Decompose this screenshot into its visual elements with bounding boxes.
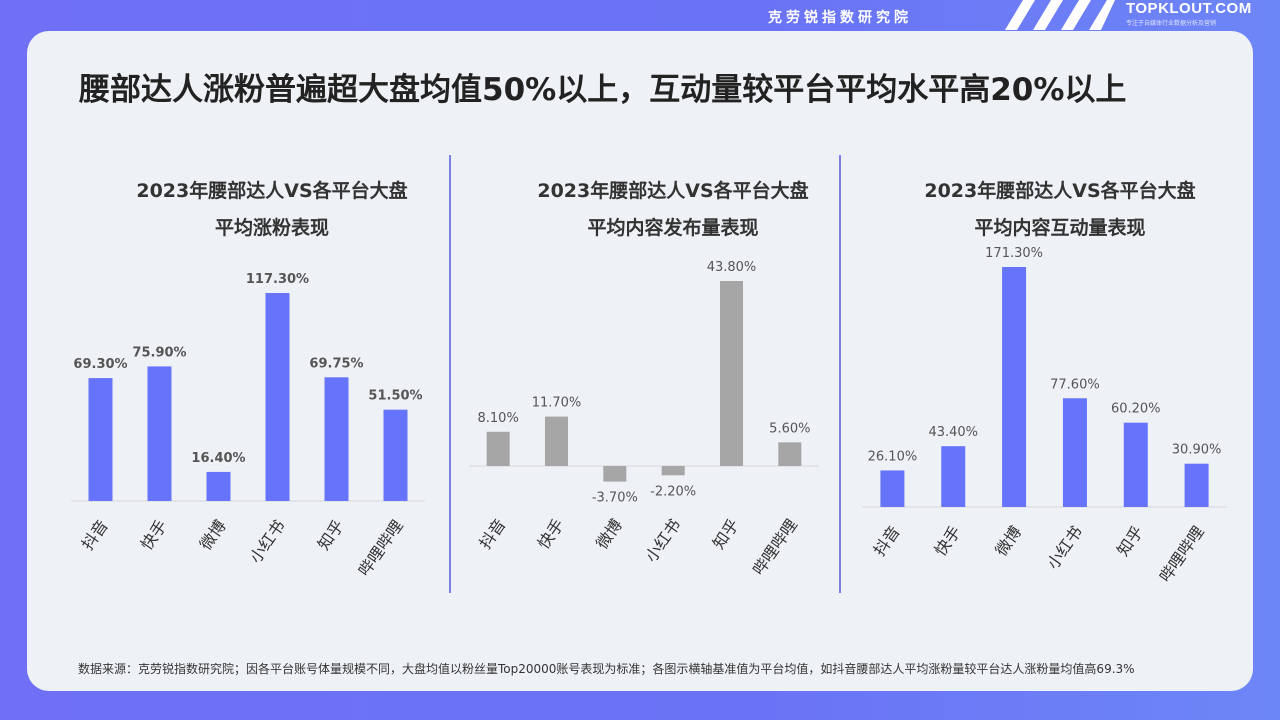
bar	[383, 409, 408, 501]
chart-title-posts: 2023年腰部达人VS各平台大盘 平均内容发布量表现	[508, 173, 838, 247]
category-label: 知乎	[709, 515, 743, 552]
bar	[661, 466, 685, 476]
category-label: 快手	[137, 516, 171, 553]
category-label: 哔哩哔哩	[354, 516, 406, 579]
data-label: -2.20%	[650, 484, 696, 499]
data-label: 30.90%	[1172, 443, 1222, 458]
category-label: 哔哩哔哩	[749, 515, 801, 578]
data-label: 43.40%	[928, 425, 978, 440]
data-label: 43.80%	[707, 260, 757, 275]
data-label: 16.40%	[191, 451, 245, 466]
data-label: 11.70%	[532, 396, 582, 411]
bar-charts: 69.30% 抖音 75.90% 快手 16.40% 微博 117.30% 小红书 69.75%…	[71, 246, 1227, 586]
stripe-decoration	[1005, 0, 1115, 30]
chart-title-line1: 2023年腰部达人VS各平台大盘	[924, 180, 1196, 202]
data-label: 171.30%	[985, 246, 1043, 261]
panel-divider	[839, 155, 841, 593]
data-label: 60.20%	[1111, 402, 1161, 417]
data-label: 77.60%	[1050, 377, 1100, 392]
brand-logo: TOPKLOUT.COM	[1126, 0, 1252, 17]
category-label: 快手	[931, 522, 965, 559]
data-label: -3.70%	[592, 491, 638, 506]
top-banner: 克劳锐指数研究院 TOPKLOUT.COM 专注于自媒体行业数据分析及营销	[0, 0, 1280, 32]
category-label: 小红书	[1043, 522, 1086, 572]
bar	[778, 442, 802, 466]
bar	[486, 431, 510, 466]
data-label: 69.75%	[309, 356, 363, 371]
category-label: 抖音	[476, 515, 510, 552]
category-label: 抖音	[78, 516, 112, 553]
category-label: 知乎	[314, 516, 348, 553]
data-label: 117.30%	[246, 272, 309, 287]
chart-title-line1: 2023年腰部达人VS各平台大盘	[537, 180, 809, 202]
bar	[720, 281, 743, 466]
bar	[88, 378, 113, 501]
category-label: 微博	[196, 516, 230, 553]
bar	[941, 446, 966, 507]
bar	[324, 377, 349, 501]
category-label: 微博	[592, 515, 626, 552]
brand-tagline: 专注于自媒体行业数据分析及营销	[1126, 20, 1217, 27]
category-label: 快手	[534, 515, 568, 552]
category-label: 小红书	[641, 515, 684, 565]
page-title: 腰部达人涨粉普遍超大盘均值50%以上，互动量较平台平均水平高20%以上	[79, 72, 1127, 108]
data-label: 8.10%	[478, 411, 519, 426]
category-label: 知乎	[1113, 522, 1147, 559]
bar	[147, 366, 172, 501]
source-footnote: 数据来源：克劳锐指数研究院；因各平台账号体量规模不同，大盘均值以粉丝量Top20…	[78, 662, 1135, 676]
category-label: 微博	[991, 522, 1025, 559]
data-label: 75.90%	[132, 345, 186, 360]
bar	[1123, 422, 1148, 507]
chart-title-followers: 2023年腰部达人VS各平台大盘 平均涨粉表现	[107, 173, 437, 247]
chart-title-line2: 平均涨粉表现	[214, 217, 329, 239]
bar	[545, 416, 568, 466]
data-label: 5.60%	[769, 421, 810, 436]
data-label: 26.10%	[868, 449, 918, 464]
chart-title-line1: 2023年腰部达人VS各平台大盘	[136, 180, 408, 202]
bar	[603, 466, 627, 482]
content-card: 腰部达人涨粉普遍超大盘均值50%以上，互动量较平台平均水平高20%以上 2023…	[27, 31, 1253, 691]
data-label: 69.30%	[73, 357, 127, 372]
chart-title-line2: 平均内容互动量表现	[974, 217, 1146, 239]
institute-name: 克劳锐指数研究院	[768, 10, 912, 26]
bar	[1184, 463, 1209, 507]
bar	[1002, 267, 1027, 507]
category-label: 抖音	[870, 522, 904, 559]
category-label: 哔哩哔哩	[1156, 522, 1208, 585]
chart-title-line2: 平均内容发布量表现	[587, 217, 759, 239]
category-label: 小红书	[246, 516, 289, 566]
bar	[206, 471, 231, 501]
bar	[265, 293, 290, 501]
chart-title-engagement: 2023年腰部达人VS各平台大盘 平均内容互动量表现	[895, 173, 1225, 247]
bar	[880, 470, 905, 507]
data-label: 51.50%	[368, 389, 422, 404]
bar	[1062, 398, 1087, 507]
panel-divider	[449, 155, 451, 593]
